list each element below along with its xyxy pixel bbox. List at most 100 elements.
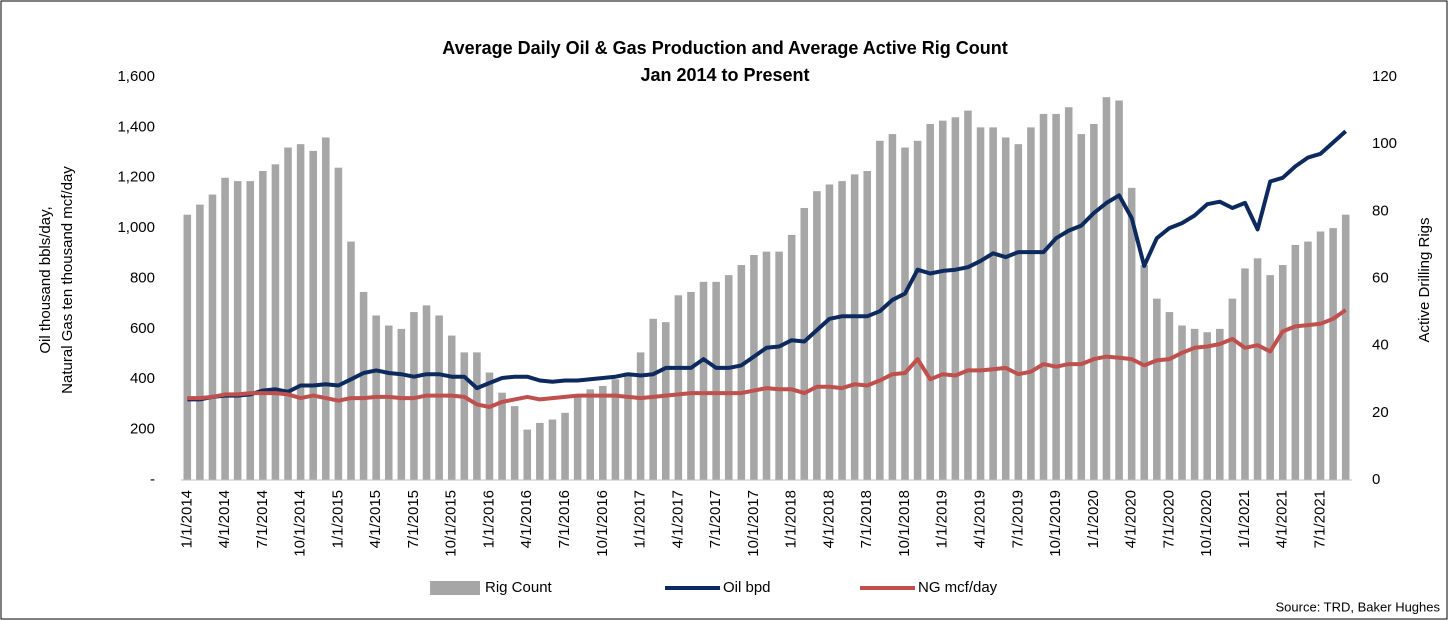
x-tick-label: 10/1/2014: [292, 490, 309, 557]
bar: [1178, 325, 1186, 480]
bar: [1253, 258, 1262, 480]
bar: [976, 127, 985, 480]
x-tick-label: 4/1/2015: [367, 490, 384, 548]
bar: [888, 134, 897, 480]
bar: [737, 265, 746, 480]
x-tick-label: 7/1/2018: [858, 490, 875, 548]
bar: [435, 315, 443, 480]
bar: [787, 234, 796, 480]
legend-label: Oil bpd: [723, 579, 771, 596]
bar: [1127, 187, 1136, 480]
bar: [775, 251, 783, 480]
y2-tick-label: 40: [1372, 337, 1389, 354]
bar: [1064, 107, 1073, 480]
bar: [1052, 113, 1060, 481]
x-tick-label: 1/1/2015: [329, 490, 346, 548]
x-tick-label: 4/1/2019: [972, 490, 989, 548]
bar: [674, 295, 683, 480]
x-tick-label: 4/1/2014: [216, 490, 233, 548]
bar: [1090, 124, 1098, 481]
bar: [296, 144, 305, 480]
legend-label: NG mcf/day: [918, 579, 998, 596]
bar: [1140, 265, 1149, 480]
bar: [1329, 228, 1337, 480]
x-tick-label: 7/1/2019: [1009, 490, 1026, 548]
bar: [397, 328, 406, 480]
bar: [850, 174, 859, 480]
x-tick-label: 4/1/2016: [518, 490, 535, 548]
line-series: [187, 129, 1348, 402]
bar: [599, 385, 607, 480]
source-note: Source: TRD, Baker Hughes: [1276, 599, 1441, 614]
bar: [233, 181, 242, 480]
bar: [347, 241, 355, 480]
x-tick-label: 1/1/2014: [178, 490, 195, 548]
bar: [548, 419, 557, 480]
bar: [460, 352, 469, 480]
bar: [1291, 244, 1300, 480]
x-tick-label: 10/1/2020: [1198, 490, 1215, 557]
chart-title: Average Daily Oil & Gas Production and A…: [442, 38, 1007, 58]
bar: [359, 291, 368, 480]
bar: [1216, 328, 1224, 480]
legend-label: Rig Count: [485, 579, 553, 596]
bar: [586, 389, 594, 480]
bar: [636, 352, 645, 480]
x-tick-label: 7/1/2016: [556, 490, 573, 548]
y2-tick-label: 20: [1372, 404, 1389, 421]
x-tick-label: 10/1/2016: [594, 490, 611, 557]
y2-tick-label: 120: [1372, 68, 1397, 85]
bar: [1190, 328, 1199, 480]
x-tick-label: 10/1/2015: [443, 490, 460, 557]
y-tick-label: 1,400: [117, 118, 155, 135]
bar: [762, 251, 771, 480]
x-tick-label: 4/1/2021: [1274, 490, 1291, 548]
bar: [510, 406, 519, 480]
x-tick-label: 7/1/2014: [254, 490, 271, 548]
bar: [699, 281, 708, 480]
bar: [1278, 265, 1287, 480]
legend-swatch: [430, 581, 480, 595]
bar: [1241, 268, 1249, 480]
bar: [901, 147, 909, 480]
bar: [939, 120, 947, 481]
bar: [473, 352, 481, 480]
x-tick-label: 7/1/2020: [1160, 490, 1177, 548]
bar: [1001, 137, 1010, 480]
x-tick-label: 4/1/2017: [669, 490, 686, 548]
bar: [624, 372, 632, 480]
bar: [964, 110, 972, 480]
bar: [611, 379, 620, 480]
x-tick-label: 10/1/2018: [896, 490, 913, 557]
bar: [447, 335, 456, 480]
y-axis-label: Natural Gas ten thousand mcf/day: [59, 166, 76, 394]
bar: [485, 372, 494, 480]
chart-subtitle: Jan 2014 to Present: [640, 65, 809, 85]
bar: [800, 207, 809, 480]
x-tick-label: 7/1/2021: [1311, 490, 1328, 548]
bar: [1316, 231, 1325, 480]
bar: [259, 171, 267, 481]
bar: [1228, 298, 1237, 480]
bar: [1153, 298, 1161, 480]
x-tick-label: 1/1/2019: [934, 490, 951, 548]
bar: [838, 181, 846, 480]
bar: [1102, 97, 1111, 481]
bar: [1077, 134, 1086, 480]
bar: [561, 412, 569, 480]
bar: [183, 214, 192, 481]
bar: [724, 275, 733, 480]
bar: [246, 181, 255, 480]
bar: [813, 191, 821, 480]
bar: [284, 147, 292, 480]
y-tick-label: -: [150, 471, 155, 488]
y-tick-label: 1,200: [117, 169, 155, 186]
y2-tick-label: 80: [1372, 202, 1389, 219]
bar: [498, 392, 506, 480]
y-axis-label: Oil thousand bbls/day,: [37, 206, 54, 353]
bar: [422, 305, 431, 480]
bar: [825, 184, 834, 480]
x-tick-label: 1/1/2018: [783, 490, 800, 548]
bar: [221, 177, 229, 480]
